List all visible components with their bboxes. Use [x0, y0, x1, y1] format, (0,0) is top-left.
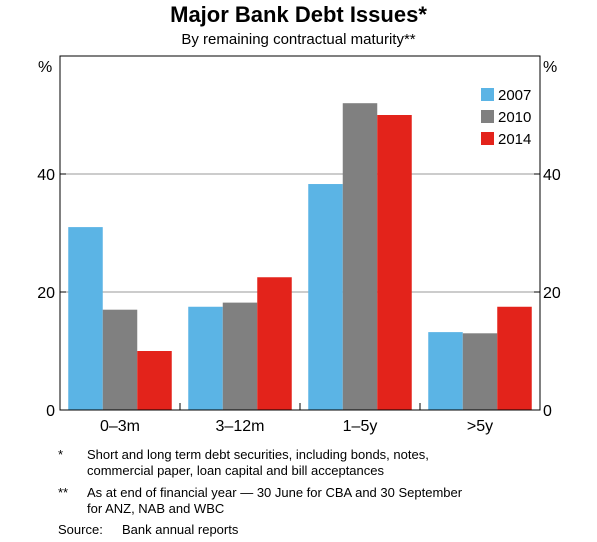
bar-2007-0: [68, 227, 103, 410]
bar-2010-2: [342, 103, 378, 410]
legend-label-2010: 2010: [498, 109, 531, 126]
legend-label-2014: 2014: [498, 131, 531, 148]
bar-2014-2: [377, 115, 412, 410]
bar-chart: 0 0 20 20 40 40% % 0–3m 3–12m 1–5y >5y 2007 2010 2014: [37, 55, 561, 435]
bar-2014-1: [257, 277, 292, 410]
y-axis-label-right: %: [543, 59, 557, 76]
y-tick-label-right-2: 40: [543, 167, 561, 184]
y-tick-label-left-2: 40: [37, 167, 55, 184]
x-tick-label-0: 0–3m: [100, 418, 140, 435]
y-axis-label-left: %: [38, 59, 52, 76]
x-tick-label-3: >5y: [467, 418, 493, 435]
bar-2007-2: [308, 184, 343, 410]
bar-2010-3: [462, 333, 498, 410]
footnote-2-line-1: As at end of financial year — 30 June fo…: [87, 485, 463, 500]
bar-2007-1: [188, 306, 223, 410]
footnote-1-mark: *: [58, 447, 64, 462]
bar-2010-0: [102, 309, 138, 410]
footnote-1-line-1: Short and long term debt securities, inc…: [87, 447, 429, 462]
legend-swatch-2014: [481, 132, 494, 145]
footnote-2-text: As at end of financial year — 30 June fo…: [87, 485, 462, 517]
y-tick-label-left-0: 0: [46, 403, 55, 420]
bar-2014-3: [497, 306, 532, 410]
legend-swatch-2007: [481, 88, 494, 101]
source-text: Bank annual reports: [122, 522, 239, 537]
footnote-2-mark: **: [58, 485, 69, 500]
legend-swatch-2010: [481, 110, 494, 123]
footnote-2-line-2: for ANZ, NAB and WBC: [87, 501, 225, 516]
bar-2007-3: [428, 332, 463, 410]
footnote-1-text: Short and long term debt securities, inc…: [87, 447, 429, 479]
source-label: Source:: [58, 522, 103, 537]
chart-title: Major Bank Debt Issues*: [170, 2, 427, 27]
bar-2010-1: [222, 302, 258, 410]
chart-subtitle: By remaining contractual maturity**: [181, 31, 416, 48]
y-tick-label-right-0: 0: [543, 403, 552, 420]
footnote-1-line-2: commercial paper, loan capital and bill …: [87, 463, 385, 478]
y-tick-label-right-1: 20: [543, 285, 561, 302]
legend-label-2007: 2007: [498, 87, 531, 104]
x-tick-label-2: 1–5y: [343, 418, 378, 435]
x-tick-label-1: 3–12m: [216, 418, 265, 435]
y-tick-label-left-1: 20: [37, 285, 55, 302]
bar-2014-0: [137, 351, 172, 410]
